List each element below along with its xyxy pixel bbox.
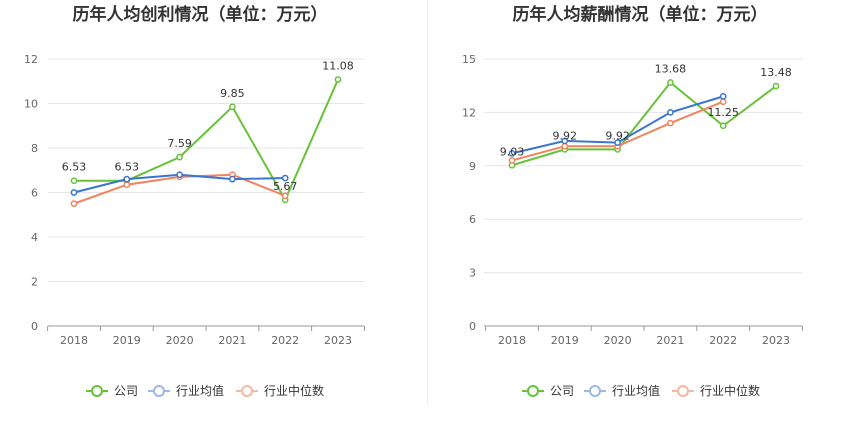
- chart-divider: [427, 0, 428, 405]
- y-tick-label: 9: [469, 160, 476, 173]
- legend-marker: [589, 385, 601, 397]
- y-tick-label: 6: [469, 213, 476, 226]
- data-point: [176, 171, 183, 179]
- y-tick-label: 0: [469, 320, 476, 333]
- chart-title: 历年人均创利情况（单位：万元）: [73, 4, 328, 25]
- y-tick-label: 6: [31, 187, 38, 200]
- y-tick-label: 15: [462, 53, 476, 66]
- data-point: [772, 82, 780, 90]
- data-label: 11.08: [322, 59, 354, 72]
- legend-left: 公司 行业均值 行业中位数: [86, 383, 324, 398]
- y-tick-label: 3: [469, 267, 476, 280]
- data-point: [667, 119, 674, 127]
- x-tick-label: 2019: [551, 334, 579, 347]
- legend-label: 行业均值: [612, 383, 660, 398]
- data-label: 9.92: [553, 129, 578, 142]
- data-label: 11.25: [707, 106, 739, 119]
- chart-right: 历年人均薪酬情况（单位：万元） 0 3 6 9 12 15 2018 2019 2020 2021 2…: [462, 4, 803, 347]
- y-tick-label: 0: [31, 320, 38, 333]
- data-point: [176, 153, 183, 161]
- x-tick-label: 2018: [60, 334, 88, 347]
- data-label: 5.67: [273, 180, 298, 193]
- chart-title: 历年人均薪酬情况（单位：万元）: [513, 4, 768, 25]
- data-point: [70, 200, 78, 207]
- legend-label: 行业中位数: [264, 383, 324, 398]
- y-tick-label: 12: [462, 106, 476, 119]
- data-label: 6.53: [115, 161, 140, 174]
- series-line-company: [511, 81, 777, 167]
- x-tick-label: 2020: [604, 334, 632, 347]
- data-label: 9.85: [220, 87, 245, 100]
- legend-marker: [153, 385, 165, 397]
- legend-marker: [527, 385, 539, 397]
- data-point: [229, 103, 236, 111]
- data-point: [508, 157, 516, 164]
- data-label: 7.59: [167, 137, 192, 150]
- data-point: [229, 175, 236, 183]
- legend-right: 公司 行业均值 行业中位数: [522, 383, 760, 398]
- x-tick-label: 2018: [498, 334, 526, 347]
- data-point: [667, 79, 674, 86]
- x-tick-label: 2022: [709, 334, 737, 347]
- data-label: 9.92: [605, 129, 630, 142]
- data-point: [70, 177, 78, 185]
- y-tick-label: 10: [24, 98, 38, 111]
- legend-marker: [91, 385, 103, 397]
- legend-label: 公司: [114, 384, 138, 398]
- y-tick-label: 12: [24, 53, 38, 66]
- legend-label: 行业均值: [176, 383, 224, 398]
- data-label: 6.53: [62, 161, 87, 174]
- data-label: 13.48: [760, 66, 792, 79]
- data-point: [719, 98, 727, 106]
- y-tick-label: 4: [31, 231, 38, 244]
- data-point: [561, 142, 569, 150]
- data-point: [123, 181, 131, 189]
- legend-marker: [677, 385, 689, 397]
- data-point: [614, 139, 621, 147]
- data-point: [508, 149, 516, 157]
- data-label: 13.68: [655, 62, 687, 75]
- data-point: [281, 174, 289, 182]
- x-tick-label: 2020: [166, 334, 194, 347]
- x-tick-label: 2022: [271, 334, 299, 347]
- data-point: [561, 137, 569, 145]
- legend-marker: [241, 385, 253, 397]
- data-point: [719, 122, 727, 130]
- legend-label: 行业中位数: [700, 383, 760, 398]
- x-tick-label: 2019: [113, 334, 141, 347]
- x-tick-label: 2023: [324, 334, 352, 347]
- x-tick-label: 2023: [762, 334, 790, 347]
- y-tick-label: 2: [31, 276, 38, 289]
- x-tick-label: 2021: [656, 334, 684, 347]
- y-tick-label: 8: [31, 142, 38, 155]
- data-point: [334, 76, 342, 83]
- data-label: 9.03: [500, 145, 525, 158]
- data-point: [281, 192, 289, 200]
- data-point: [667, 109, 674, 116]
- legend-label: 公司: [550, 384, 574, 398]
- x-tick-label: 2021: [218, 334, 246, 347]
- data-point: [70, 189, 78, 196]
- data-point: [719, 93, 727, 100]
- data-point: [123, 175, 131, 183]
- chart-left: 历年人均创利情况（单位：万元） 0 2 4 6 8 10 12 2018 2019 2020 2021…: [24, 4, 365, 347]
